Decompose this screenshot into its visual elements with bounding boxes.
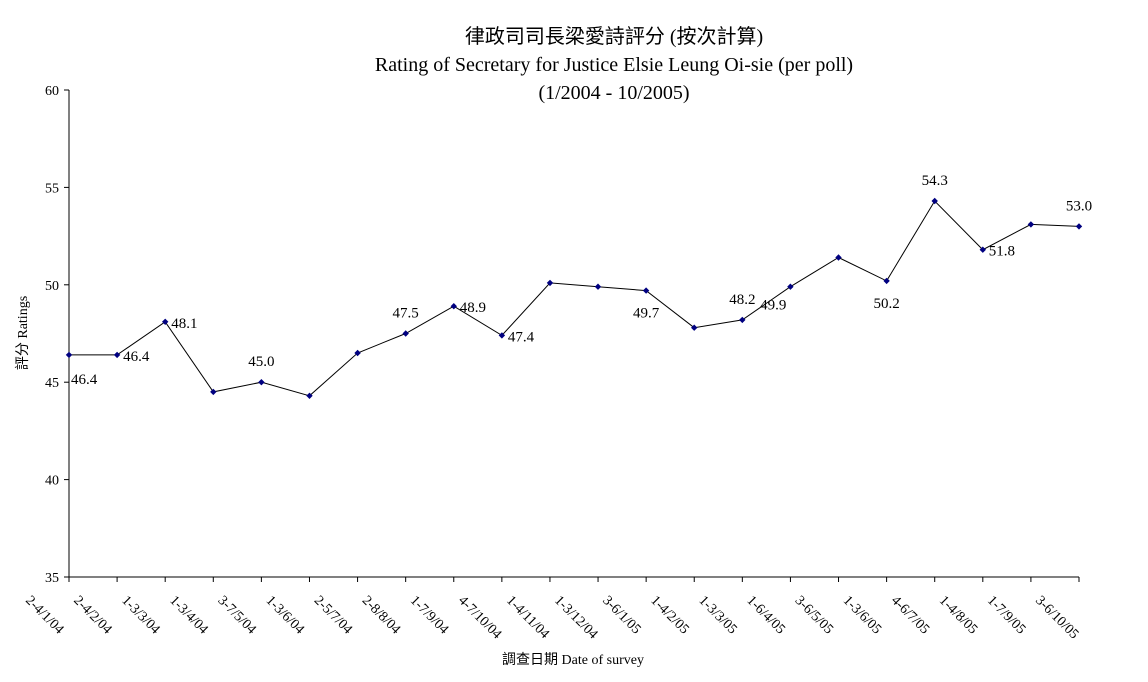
data-point: [210, 388, 217, 396]
x-tick-label: 1-4/11/04: [503, 593, 552, 642]
chart-title-line: (1/2004 - 10/2005): [538, 82, 689, 104]
y-tick-label: 35: [45, 571, 59, 586]
y-tick-label: 40: [45, 474, 59, 489]
x-tick-label: 2-5/7/04: [311, 593, 355, 637]
x-tick-label: 1-3/6/04: [263, 593, 307, 637]
x-tick-label: 1-4/8/05: [936, 593, 980, 637]
chart-title-line: 律政司司長梁愛詩評分 (按次計算): [465, 25, 763, 48]
chart-title: 律政司司長梁愛詩評分 (按次計算) Rating of Secretary fo…: [375, 25, 853, 104]
data-point: [931, 197, 938, 205]
data-point: [594, 283, 602, 290]
y-axis-title: 評分 Ratings: [15, 296, 31, 370]
data-label: 46.4: [71, 372, 98, 388]
data-label: 50.2: [873, 296, 899, 312]
x-tick-label: 1-4/2/05: [647, 593, 691, 637]
chart-title-line: Rating of Secretary for Justice Elsie Le…: [375, 54, 853, 76]
data-point: [498, 332, 506, 339]
data-point: [642, 287, 650, 294]
series-line: [69, 200, 1080, 397]
data-point: [354, 349, 361, 357]
data-label: 51.8: [989, 244, 1015, 260]
x-tick-label: 1-7/9/05: [984, 593, 1028, 637]
data-point: [1075, 223, 1083, 230]
data-label: 48.2: [729, 292, 755, 308]
x-tick-label: 3-7/5/04: [215, 593, 259, 637]
y-tick-label: 45: [45, 376, 59, 391]
data-point: [883, 277, 890, 285]
x-tick-label: 1-3/3/05: [696, 593, 740, 637]
x-tick-label: 1-3/6/05: [840, 593, 884, 637]
data-label: 54.3: [922, 173, 948, 189]
data-label: 46.4: [123, 349, 150, 365]
y-tick-label: 50: [45, 279, 59, 294]
data-point: [113, 351, 121, 359]
x-tick-label: 1-7/9/04: [407, 593, 451, 637]
data-point: [835, 254, 842, 261]
data-label: 45.0: [248, 354, 274, 370]
data-point: [1027, 221, 1035, 228]
data-label: 49.7: [633, 306, 660, 322]
x-tick-label: 1-6/4/05: [744, 593, 788, 637]
data-point: [162, 318, 169, 325]
x-tick-label: 3-6/1/05: [599, 593, 643, 637]
x-axis-ticks: 2-4/1/04 2-4/2/04 1-3/3/04 1-3/4/04 3-7/5/04…: [22, 577, 1081, 642]
data-point: [739, 316, 746, 324]
data-label: 47.5: [393, 306, 419, 322]
data-point: [65, 351, 73, 359]
y-tick-label: 55: [45, 181, 59, 196]
data-point: [787, 283, 794, 290]
data-point: [306, 392, 313, 399]
x-tick-label: 4-7/10/04: [455, 593, 504, 642]
y-axis-ticks: 35 40 45 50 55 60: [45, 84, 69, 586]
data-point: [979, 246, 986, 253]
x-tick-label: 3-6/10/05: [1032, 593, 1081, 642]
x-tick-label: 1-3/3/04: [118, 593, 162, 637]
x-axis-title: 調查日期 Date of survey: [502, 652, 644, 668]
data-labels: 46.4 46.4 48.1 45.0 47.5 48.9 47.4 49.7 48.2 49.9…: [71, 173, 1092, 388]
data-label: 48.1: [171, 316, 197, 332]
data-label: 48.9: [460, 300, 486, 316]
data-label: 53.0: [1066, 198, 1092, 214]
x-tick-label: 3-6/5/05: [792, 593, 836, 637]
x-tick-label: 2-8/8/04: [359, 593, 403, 637]
data-point: [691, 324, 698, 331]
data-point: [402, 330, 409, 337]
x-tick-label: 2-4/2/04: [70, 593, 114, 637]
data-point: [546, 279, 554, 287]
data-point: [450, 303, 457, 310]
data-label: 49.9: [760, 298, 786, 314]
data-point: [258, 379, 265, 386]
x-tick-label: 1-3/12/04: [551, 593, 600, 642]
x-tick-label: 4-6/7/05: [888, 593, 932, 637]
rating-series: [65, 197, 1083, 399]
x-tick-label: 1-3/4/04: [166, 593, 210, 637]
data-label: 47.4: [508, 329, 535, 345]
x-tick-label: 2-4/1/04: [22, 593, 66, 637]
y-tick-label: 60: [45, 84, 59, 99]
